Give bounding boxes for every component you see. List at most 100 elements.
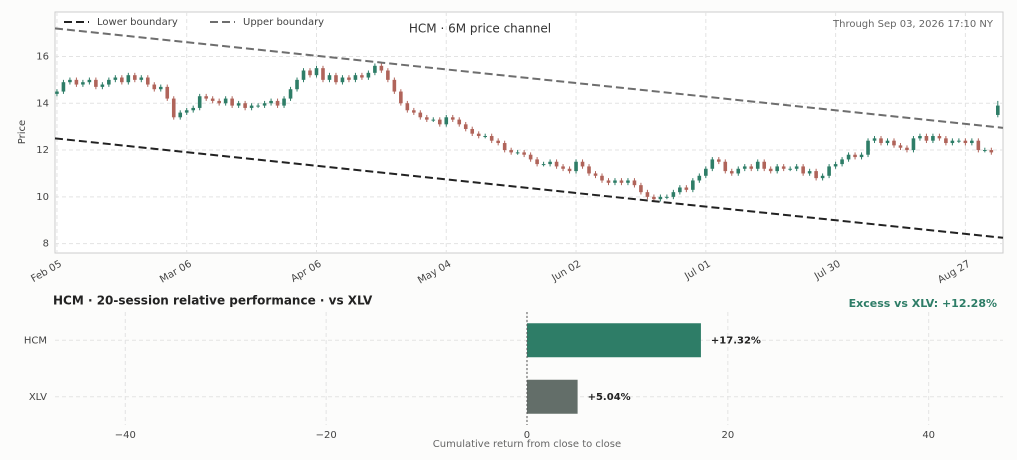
- candle-body: [171, 98, 176, 118]
- candle-body: [288, 89, 293, 99]
- value-label: +17.32%: [711, 335, 761, 346]
- candle-body: [327, 75, 332, 80]
- candle-body: [314, 68, 319, 76]
- candle-body: [652, 196, 656, 200]
- bar: [526, 323, 701, 358]
- candle-body: [437, 119, 442, 125]
- candle-body: [360, 75, 364, 78]
- candle-body: [379, 65, 384, 71]
- candle-body: [509, 150, 513, 153]
- candle-body: [418, 112, 423, 118]
- candle-body: [846, 154, 851, 160]
- candle-body: [515, 152, 520, 154]
- candle-body: [768, 168, 773, 172]
- y-tick-label: 14: [36, 98, 49, 109]
- plot-area: [54, 11, 1004, 254]
- candle-body: [399, 91, 403, 104]
- candle-body: [334, 75, 338, 83]
- candle-body: [113, 77, 118, 80]
- candle-body: [944, 138, 948, 144]
- candle-body: [256, 105, 260, 107]
- candle-body: [353, 75, 358, 80]
- candle-body: [593, 173, 598, 176]
- y-axis-label: Price: [17, 120, 28, 144]
- candle-body: [81, 82, 85, 85]
- candle-body: [450, 117, 455, 120]
- x-tick-label: Jul 01: [682, 259, 713, 283]
- candle-body: [716, 159, 721, 162]
- candle-body: [853, 154, 857, 158]
- candle-body: [645, 192, 650, 197]
- candle-body: [807, 171, 812, 174]
- candle-body: [801, 166, 805, 174]
- candle-body: [937, 136, 942, 139]
- y-tick-label: 16: [36, 51, 49, 62]
- candle-body: [373, 65, 377, 73]
- candle-body: [197, 96, 202, 108]
- candle-body: [217, 100, 221, 104]
- candle-body: [970, 140, 974, 144]
- candle-body: [729, 171, 734, 174]
- candle-body: [165, 86, 170, 99]
- candle-body: [619, 180, 624, 183]
- candle-body: [554, 161, 559, 167]
- y-tick-label: 10: [36, 192, 49, 203]
- candle-body: [840, 159, 844, 165]
- channel-line: [54, 27, 1004, 129]
- x-tick-label: Mar 06: [158, 259, 194, 286]
- candle-body: [340, 77, 345, 83]
- category-label: XLV: [29, 392, 47, 403]
- candle-body: [386, 70, 390, 80]
- candle-body: [613, 180, 617, 183]
- x-tick-label: 20: [721, 430, 734, 441]
- candle-body: [957, 140, 961, 142]
- x-tick-label: −20: [316, 430, 337, 441]
- candle-body: [133, 75, 137, 80]
- candle-body: [606, 180, 611, 183]
- candle-body: [120, 77, 124, 83]
- candle-body: [55, 91, 59, 94]
- x-tick-label: 40: [922, 430, 935, 441]
- x-tick-label: Aug 27: [936, 259, 972, 286]
- candle-body: [697, 175, 702, 181]
- candle-body: [898, 145, 903, 148]
- candle-body: [158, 86, 163, 90]
- candle-body: [976, 140, 981, 151]
- annotation: Excess vs XLV: +12.28%: [849, 297, 997, 310]
- candle-body: [496, 140, 500, 144]
- candle-body: [145, 77, 150, 85]
- candle-body: [425, 117, 429, 120]
- candle-body: [100, 84, 105, 87]
- candle-body: [68, 79, 72, 83]
- candle-body: [626, 180, 630, 183]
- candle-body: [781, 166, 786, 169]
- chart-title: HCM · 6M price channel: [409, 22, 551, 36]
- candle-body: [107, 79, 111, 85]
- candle-body: [87, 79, 92, 83]
- category-label: HCM: [24, 335, 47, 346]
- candle-body: [742, 166, 747, 169]
- candle-body: [282, 98, 286, 106]
- candle-body: [911, 138, 916, 151]
- candle-body: [639, 185, 643, 193]
- candle-body: [671, 192, 676, 197]
- candle-body: [879, 138, 883, 144]
- candle-body: [210, 98, 215, 101]
- candle-body: [574, 161, 578, 172]
- candle-body: [321, 68, 325, 80]
- candle-body: [412, 110, 416, 113]
- candle-body: [191, 107, 196, 111]
- candle-body: [983, 150, 987, 152]
- chart-title: HCM · 20-session relative performance · …: [53, 294, 373, 308]
- candle-body: [736, 168, 741, 174]
- candle-body: [548, 161, 552, 165]
- candle-body: [457, 119, 462, 125]
- legend-label: Lower boundary: [97, 17, 178, 28]
- candle-body: [723, 161, 728, 172]
- bar: [526, 379, 578, 414]
- candle-body: [704, 168, 708, 176]
- candle-body: [489, 136, 494, 141]
- candle-body: [859, 154, 864, 158]
- candle-body: [444, 117, 449, 125]
- candle-body: [755, 161, 760, 169]
